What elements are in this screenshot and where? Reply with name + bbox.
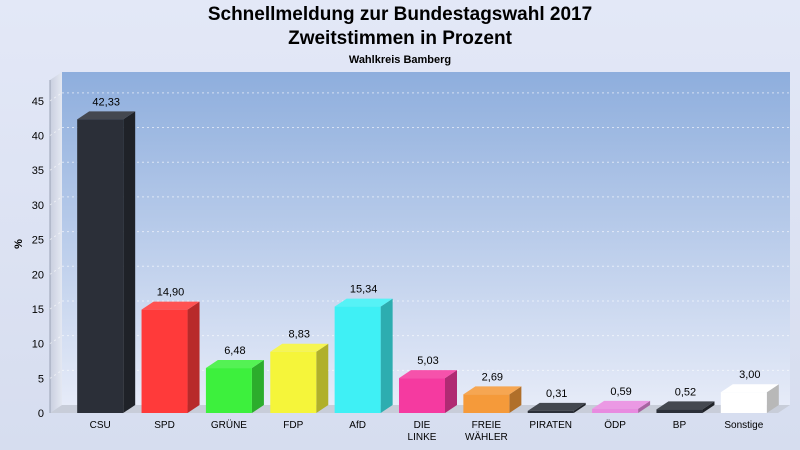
bar xyxy=(141,301,200,413)
value-label: 14,90 xyxy=(157,287,185,299)
chart-subtitle: Zweitstimmen in Prozent xyxy=(288,28,512,49)
bar xyxy=(205,360,264,413)
bar xyxy=(77,111,136,413)
bar-top xyxy=(205,360,264,369)
bar-top xyxy=(141,301,200,310)
value-label: 0,31 xyxy=(546,388,567,400)
y-axis-label: % xyxy=(13,239,25,249)
bar-front xyxy=(399,378,445,413)
value-label: 8,83 xyxy=(289,329,310,341)
bar-side xyxy=(573,402,586,413)
category-label: LINKE xyxy=(408,432,437,443)
bar-front xyxy=(592,408,639,413)
y-axis: 0 5 10 15 20 25 30 35 40 45 xyxy=(32,96,44,420)
category-label: DIE xyxy=(414,420,431,431)
y-tick-label: 5 xyxy=(38,373,44,385)
bar xyxy=(270,343,329,413)
value-label: 15,34 xyxy=(350,284,378,296)
bar-side xyxy=(380,298,393,413)
bar-side xyxy=(187,301,200,413)
category-label: BP xyxy=(673,420,687,431)
category-label: GRÜNE xyxy=(211,419,247,431)
bar-top xyxy=(463,386,522,395)
bars xyxy=(77,111,779,413)
bar-side xyxy=(445,370,457,413)
bar-top xyxy=(720,384,779,393)
bar-top xyxy=(270,343,329,352)
bar xyxy=(527,402,586,413)
bar-top xyxy=(592,400,651,409)
bar-side xyxy=(638,400,651,413)
y-tick-label: 45 xyxy=(32,96,44,108)
value-label: 0,52 xyxy=(675,386,696,398)
value-label: 6,48 xyxy=(224,345,245,357)
y-tick-label: 35 xyxy=(32,165,44,177)
category-label: Sonstige xyxy=(724,420,763,431)
bar-side xyxy=(251,360,264,413)
value-label: 5,03 xyxy=(417,355,438,367)
bar xyxy=(334,298,393,413)
bar-top xyxy=(527,402,586,411)
plot-side-wall xyxy=(50,72,62,413)
value-label: 3,00 xyxy=(739,369,760,381)
bar-top xyxy=(656,401,715,410)
bar xyxy=(592,400,651,413)
bar-top xyxy=(77,111,136,120)
bar-front xyxy=(205,368,252,413)
category-label: FDP xyxy=(283,420,303,431)
bar xyxy=(720,384,779,413)
category-label: ÖDP xyxy=(604,419,626,431)
y-tick-label: 30 xyxy=(32,200,44,212)
chart-title: Schnellmeldung zur Bundestagswahl 2017 xyxy=(207,4,593,25)
y-tick-label: 15 xyxy=(32,304,44,316)
bar xyxy=(656,401,715,413)
bar-front xyxy=(270,351,317,413)
bar-side xyxy=(509,386,522,413)
y-tick-label: 10 xyxy=(32,339,44,351)
y-tick-label: 25 xyxy=(32,235,44,247)
y-tick-label: 20 xyxy=(32,269,44,281)
bar xyxy=(463,386,522,413)
bar-front xyxy=(656,409,703,413)
category-label: FREIE xyxy=(472,420,502,431)
category-label: CSU xyxy=(90,420,111,431)
value-label: 2,69 xyxy=(482,371,503,383)
bar-front xyxy=(141,309,188,413)
bar-front xyxy=(720,392,767,413)
category-label: WÄHLER xyxy=(465,431,508,443)
bar-front xyxy=(334,306,381,413)
bar-top xyxy=(399,370,457,379)
bar-side xyxy=(702,401,715,413)
bar-front xyxy=(463,394,510,413)
category-label: SPD xyxy=(154,420,175,431)
bar-side xyxy=(766,384,779,413)
value-label: 42,33 xyxy=(92,96,120,108)
y-tick-label: 40 xyxy=(32,131,44,143)
bar-front xyxy=(527,410,574,413)
y-tick-label: 0 xyxy=(38,408,44,420)
category-label: PIRATEN xyxy=(529,420,572,431)
value-label: 0,59 xyxy=(610,386,631,398)
bar-side xyxy=(316,343,329,413)
bar-side xyxy=(123,111,136,413)
value-labels: 42,33 14,90 6,48 8,83 15,34 5,03 2,69 0,31 0,59 0… xyxy=(92,96,760,400)
category-label: AfD xyxy=(349,420,366,431)
chart-region: Wahlkreis Bamberg xyxy=(348,54,452,66)
bar-front xyxy=(77,119,124,413)
bar-top xyxy=(334,298,393,307)
bar xyxy=(399,370,457,413)
